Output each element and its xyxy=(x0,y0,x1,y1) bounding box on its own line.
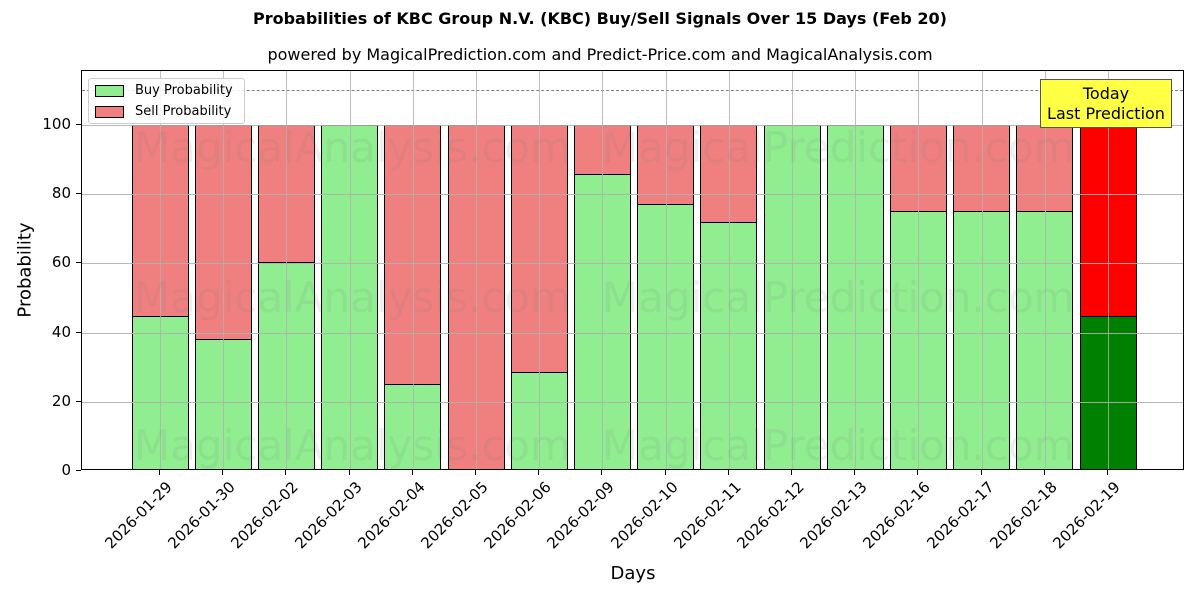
gridline-vertical xyxy=(476,71,477,469)
x-tick-mark xyxy=(285,470,287,475)
x-tick-label: 2026-02-03 xyxy=(290,478,366,553)
today-annotation: Today Last Prediction xyxy=(1040,79,1172,128)
gridline-vertical xyxy=(981,71,983,469)
x-tick-mark xyxy=(1107,470,1108,475)
gridline-vertical xyxy=(539,71,541,469)
x-tick-mark xyxy=(348,470,350,475)
legend-item-sell: Sell Probability xyxy=(95,104,231,119)
x-tick-label: 2026-02-05 xyxy=(417,478,492,553)
gridline-horizontal xyxy=(82,194,1183,196)
chart-subtitle: powered by MagicalPrediction.com and Pre… xyxy=(267,45,933,64)
legend-label-buy: Buy Probability xyxy=(135,83,233,98)
plot-area: MagicalAnalysis.comMagicalPrediction.com… xyxy=(81,70,1184,470)
gridline-vertical xyxy=(286,71,288,469)
x-tick-mark xyxy=(664,470,666,475)
x-tick-label: 2026-02-17 xyxy=(922,478,998,553)
y-tick-mark xyxy=(76,123,81,125)
gridline-vertical xyxy=(1108,71,1109,469)
gridline-vertical xyxy=(792,71,793,469)
annotation-line-1: Today xyxy=(1082,84,1130,103)
x-tick-mark xyxy=(917,470,919,475)
x-tick-label: 2026-01-29 xyxy=(101,478,176,553)
legend-swatch-sell xyxy=(95,105,124,118)
x-tick-mark xyxy=(854,470,856,475)
gridline-horizontal xyxy=(82,401,1183,403)
x-tick-mark xyxy=(475,470,476,475)
y-tick-mark xyxy=(76,470,81,471)
gridline-vertical xyxy=(160,71,161,469)
x-axis-label: Days xyxy=(610,563,656,584)
gridline-horizontal xyxy=(82,263,1183,265)
reference-line xyxy=(82,90,1183,92)
x-tick-mark xyxy=(980,470,982,475)
x-tick-label: 2026-02-16 xyxy=(859,478,935,553)
y-tick-mark xyxy=(76,400,81,402)
gridline-horizontal xyxy=(82,332,1183,334)
x-tick-label: 2026-01-30 xyxy=(164,478,239,553)
x-tick-label: 2026-02-10 xyxy=(606,478,682,553)
x-tick-mark xyxy=(411,470,413,475)
x-tick-label: 2026-02-06 xyxy=(480,478,555,553)
y-axis-label: Probability xyxy=(14,222,36,318)
x-tick-mark xyxy=(601,470,603,475)
gridline-vertical xyxy=(855,71,857,469)
y-tick-label: 20 xyxy=(51,391,71,410)
x-tick-label: 2026-02-19 xyxy=(1049,478,1124,553)
gridline-vertical xyxy=(349,71,351,469)
gridline-vertical xyxy=(728,71,730,469)
gridline-vertical xyxy=(602,71,604,469)
chart-title: Probabilities of KBC Group N.V. (KBC) Bu… xyxy=(252,9,947,28)
x-tick-label: 2026-02-04 xyxy=(354,478,429,553)
gridline-vertical xyxy=(1044,71,1046,469)
x-tick-mark xyxy=(538,470,540,475)
y-tick-mark xyxy=(76,331,81,333)
gridline-horizontal xyxy=(82,124,1183,126)
x-tick-label: 2026-02-12 xyxy=(733,478,808,553)
y-tick-label: 0 xyxy=(61,461,71,479)
legend-swatch-buy xyxy=(95,84,124,97)
x-tick-label: 2026-02-18 xyxy=(986,478,1061,553)
x-tick-label: 2026-02-13 xyxy=(796,478,871,553)
x-tick-mark xyxy=(791,470,792,475)
x-tick-mark xyxy=(1043,470,1045,475)
y-tick-label: 60 xyxy=(51,253,71,272)
legend-item-buy: Buy Probability xyxy=(95,83,233,98)
x-tick-mark xyxy=(159,470,160,475)
y-tick-label: 80 xyxy=(51,184,71,203)
gridline-vertical xyxy=(412,71,414,469)
y-tick-label: 40 xyxy=(51,322,71,341)
x-tick-mark xyxy=(222,470,224,475)
legend-label-sell: Sell Probability xyxy=(135,104,232,119)
legend: Buy Probability Sell Probability xyxy=(88,78,245,124)
y-tick-mark xyxy=(76,262,81,264)
y-tick-mark xyxy=(76,193,81,195)
x-tick-label: 2026-02-11 xyxy=(670,478,745,553)
gridline-vertical xyxy=(665,71,667,469)
x-tick-label: 2026-02-02 xyxy=(227,478,303,553)
x-tick-mark xyxy=(727,470,729,475)
gridline-vertical xyxy=(918,71,920,469)
y-tick-label: 100 xyxy=(42,114,71,133)
gridline-vertical xyxy=(223,71,225,469)
x-tick-label: 2026-02-09 xyxy=(543,478,619,553)
annotation-line-2: Last Prediction xyxy=(1047,104,1165,123)
